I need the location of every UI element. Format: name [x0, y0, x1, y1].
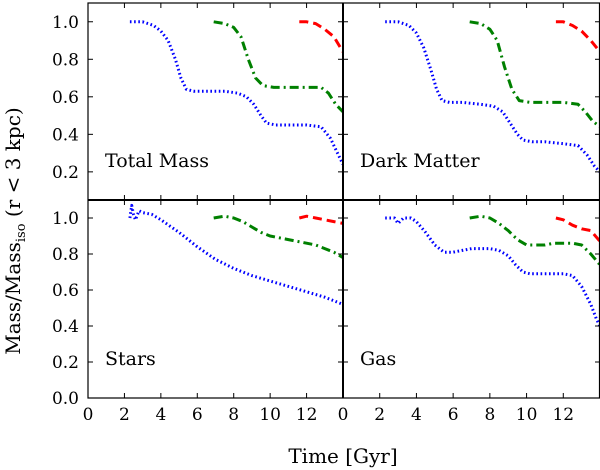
panel-title-gas: Gas — [360, 348, 396, 370]
y-axis-title-suffix: (r < 3 kpc) — [1, 107, 25, 223]
panel-title-dark-matter: Dark Matter — [360, 150, 480, 172]
panel-title-total-mass: Total Mass — [105, 150, 209, 172]
x-tick-label: 10 — [259, 405, 281, 425]
series-line-blue-dotted-total-mass — [129, 20, 343, 166]
y-tick-label: 0.8 — [52, 245, 79, 265]
y-tick-label: 1.0 — [52, 13, 79, 33]
x-tick-label: 2 — [119, 405, 130, 425]
series-layer — [128, 20, 600, 327]
frame — [87, 2, 600, 399]
series-line-blue-dotted-gas — [385, 216, 600, 327]
y-tick-label: 0.4 — [52, 317, 79, 337]
series-line-red-dashed-total-mass — [299, 20, 343, 53]
series-line-red-dashed-dark-matter — [555, 20, 600, 53]
x-tick-label: 4 — [411, 405, 422, 425]
x-tick-label: 10 — [516, 405, 538, 425]
frame-layer — [87, 2, 600, 399]
y-axis-title-subscript: iso — [14, 223, 29, 242]
series-line-green-dashdot-gas — [469, 214, 600, 266]
y-tick-label: 0.4 — [52, 125, 79, 145]
x-tick-label: 6 — [448, 405, 459, 425]
y-axis-title: Mass/Massiso (r < 3 kpc) — [1, 107, 29, 354]
x-axis-title: Time [Gyr] — [288, 444, 397, 468]
series-line-blue-dotted-stars — [128, 203, 343, 306]
x-tick-label: 4 — [155, 405, 166, 425]
y-tick-label: 0.8 — [52, 50, 79, 70]
y-tick-label: 0.2 — [52, 163, 79, 183]
series-group-gas — [385, 214, 600, 327]
x-tick-label: 8 — [228, 405, 239, 425]
series-line-red-dashed-stars — [298, 214, 343, 225]
x-tick-label: 12 — [296, 405, 318, 425]
x-tick-label: 0 — [338, 405, 349, 425]
series-group-total-mass — [129, 20, 343, 166]
y-tick-label: 1.0 — [52, 209, 79, 229]
y-tick-label: 0.0 — [52, 389, 79, 409]
x-tick-label: 6 — [192, 405, 203, 425]
x-tick-label: 12 — [552, 405, 574, 425]
x-tick-label: 2 — [374, 405, 385, 425]
series-line-green-dashdot-dark-matter — [469, 20, 600, 128]
y-tick-label: 0.2 — [52, 353, 79, 373]
series-line-green-dashdot-total-mass — [213, 20, 343, 113]
series-group-dark-matter — [385, 20, 600, 173]
series-line-green-dashdot-stars — [213, 214, 343, 259]
series-group-stars — [128, 203, 343, 306]
y-axis-title-main: Mass/Mass — [1, 242, 25, 355]
x-tick-label: 0 — [83, 405, 94, 425]
panel-title-stars: Stars — [105, 348, 156, 370]
x-tick-label: 8 — [484, 405, 495, 425]
y-tick-label: 0.6 — [52, 88, 79, 108]
series-line-red-dashed-gas — [555, 216, 600, 243]
y-tick-label: 0.6 — [52, 281, 79, 301]
